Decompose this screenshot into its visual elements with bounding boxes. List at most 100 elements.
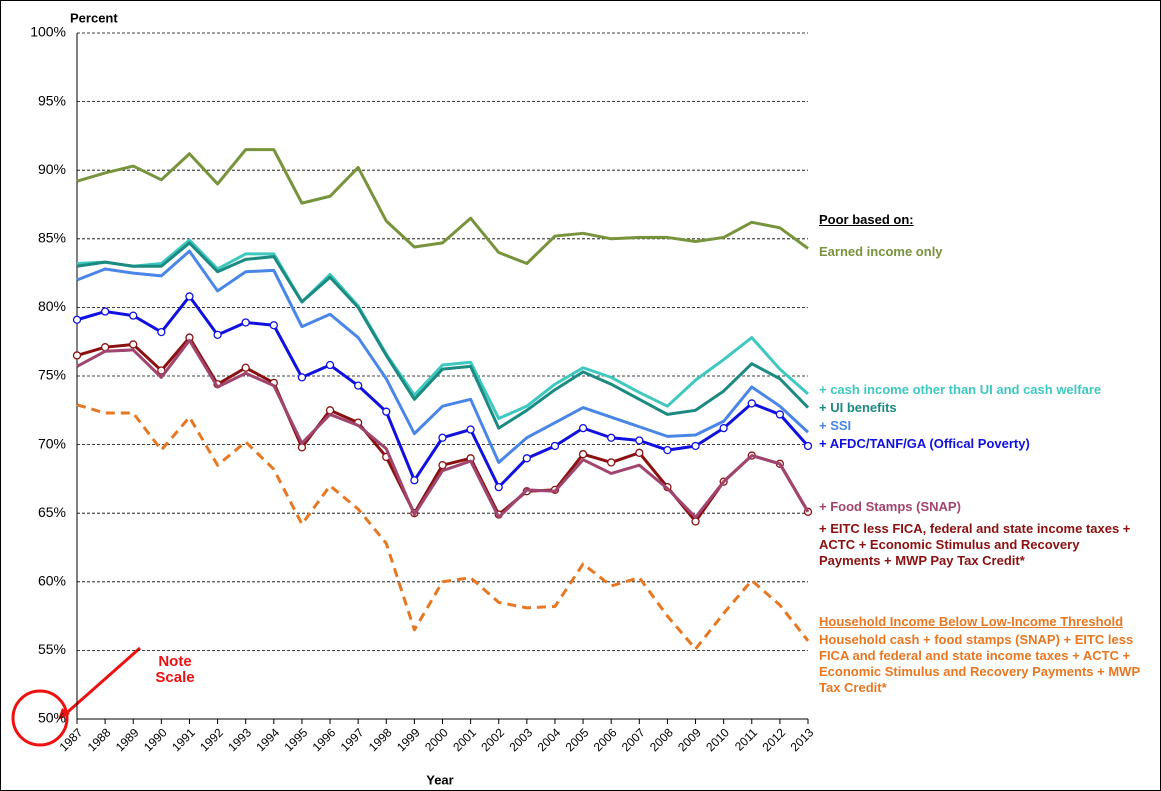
x-tick-label: 1988 — [85, 725, 114, 754]
x-tick-label: 2008 — [647, 725, 676, 754]
point — [129, 311, 138, 320]
point — [607, 433, 616, 442]
legend-entry: + Food Stamps (SNAP) — [819, 499, 961, 514]
x-tick-label: 2011 — [732, 725, 760, 753]
series-line — [76, 338, 810, 519]
point — [635, 436, 644, 445]
point — [213, 330, 222, 339]
legend-entry: + cash income other than UI and cash wel… — [819, 382, 1102, 397]
x-tick-label: 1989 — [113, 725, 142, 754]
x-axis-label: Year — [426, 772, 453, 787]
legend-entry: + AFDC/TANF/GA (Offical Poverty) — [819, 436, 1030, 451]
x-tick-label: 2012 — [759, 725, 788, 754]
point — [354, 381, 363, 390]
point — [241, 318, 250, 327]
legend-entry: Earned income only — [819, 244, 943, 259]
x-tick-label: 2001 — [450, 725, 479, 754]
point — [775, 410, 785, 419]
point — [578, 423, 588, 433]
y-tick-label: 70% — [38, 435, 66, 451]
point — [494, 482, 503, 492]
y-tick-label: 55% — [38, 641, 66, 657]
point — [438, 461, 447, 470]
x-tick-label: 2003 — [506, 725, 535, 754]
legend-entry: + SSI — [819, 418, 852, 433]
x-tick-label: 1991 — [169, 725, 198, 754]
point — [466, 425, 475, 434]
point — [185, 292, 194, 301]
point — [241, 363, 250, 372]
note-arrowhead — [58, 708, 70, 720]
x-tick-label: 2005 — [563, 725, 592, 754]
point — [522, 454, 531, 463]
x-tick-label: 2006 — [591, 725, 620, 754]
point — [410, 476, 419, 485]
point — [269, 321, 278, 330]
series-line — [76, 241, 810, 430]
x-tick-label: 2009 — [675, 725, 704, 754]
y-tick-label: 90% — [38, 161, 66, 177]
x-tick-label: 1987 — [57, 725, 86, 754]
x-tick-label: 2010 — [703, 725, 732, 754]
point — [578, 450, 588, 459]
point — [438, 433, 447, 442]
point — [691, 441, 700, 451]
point — [663, 445, 672, 455]
y-tick-label: 100% — [30, 24, 66, 40]
x-tick-label: 2004 — [535, 725, 564, 754]
point — [100, 343, 110, 352]
point — [72, 315, 82, 324]
point — [325, 406, 335, 415]
point — [100, 307, 110, 316]
point — [635, 448, 644, 457]
point — [803, 441, 813, 451]
x-tick-label: 2013 — [788, 725, 817, 754]
note-circle — [11, 689, 69, 747]
point — [72, 351, 82, 360]
y-tick-label: 95% — [38, 92, 66, 108]
point — [691, 517, 700, 526]
x-tick-label: 1998 — [366, 725, 395, 754]
y-tick-label: 50% — [38, 710, 66, 726]
y-tick-label: 75% — [38, 367, 66, 383]
point — [747, 399, 756, 408]
series-line — [76, 294, 810, 489]
point — [607, 458, 616, 467]
point — [297, 373, 307, 382]
point — [550, 441, 560, 451]
x-tick-label: 2002 — [478, 725, 507, 754]
series-line — [76, 148, 809, 265]
point — [129, 340, 138, 349]
y-axis-label: Percent — [70, 10, 118, 25]
series-line — [76, 403, 810, 651]
x-tick-label: 1996 — [310, 725, 339, 754]
note-arrow — [61, 646, 141, 719]
x-tick-label: 2000 — [422, 725, 451, 754]
x-tick-label: 1993 — [225, 725, 254, 754]
x-tick-label: 2007 — [619, 725, 648, 754]
note: Note Scale — [155, 653, 195, 686]
y-tick-label: 85% — [38, 230, 66, 246]
point — [157, 327, 166, 337]
y-tick-label: 60% — [38, 573, 66, 589]
point — [719, 423, 728, 433]
legend-entry: + UI benefits — [819, 400, 897, 415]
x-tick-label: 1994 — [253, 725, 282, 754]
point — [297, 443, 307, 452]
legend-entry: + EITC less FICA, federal and state inco… — [819, 521, 1131, 568]
point — [382, 407, 391, 416]
legend-entry: Household cash + food stamps (SNAP) + EI… — [819, 632, 1140, 695]
x-tick-label: 1997 — [338, 725, 367, 754]
legend-title: Poor based on: — [819, 212, 914, 227]
x-tick-label: 1999 — [394, 725, 423, 754]
x-tick-label: 1992 — [197, 725, 226, 754]
x-tick-label: 1995 — [282, 725, 311, 754]
y-tick-label: 65% — [38, 504, 66, 520]
series-line — [76, 238, 809, 421]
y-tick-label: 80% — [38, 298, 66, 314]
point — [325, 360, 335, 370]
series-line — [76, 249, 810, 464]
x-tick-label: 1990 — [141, 725, 170, 754]
